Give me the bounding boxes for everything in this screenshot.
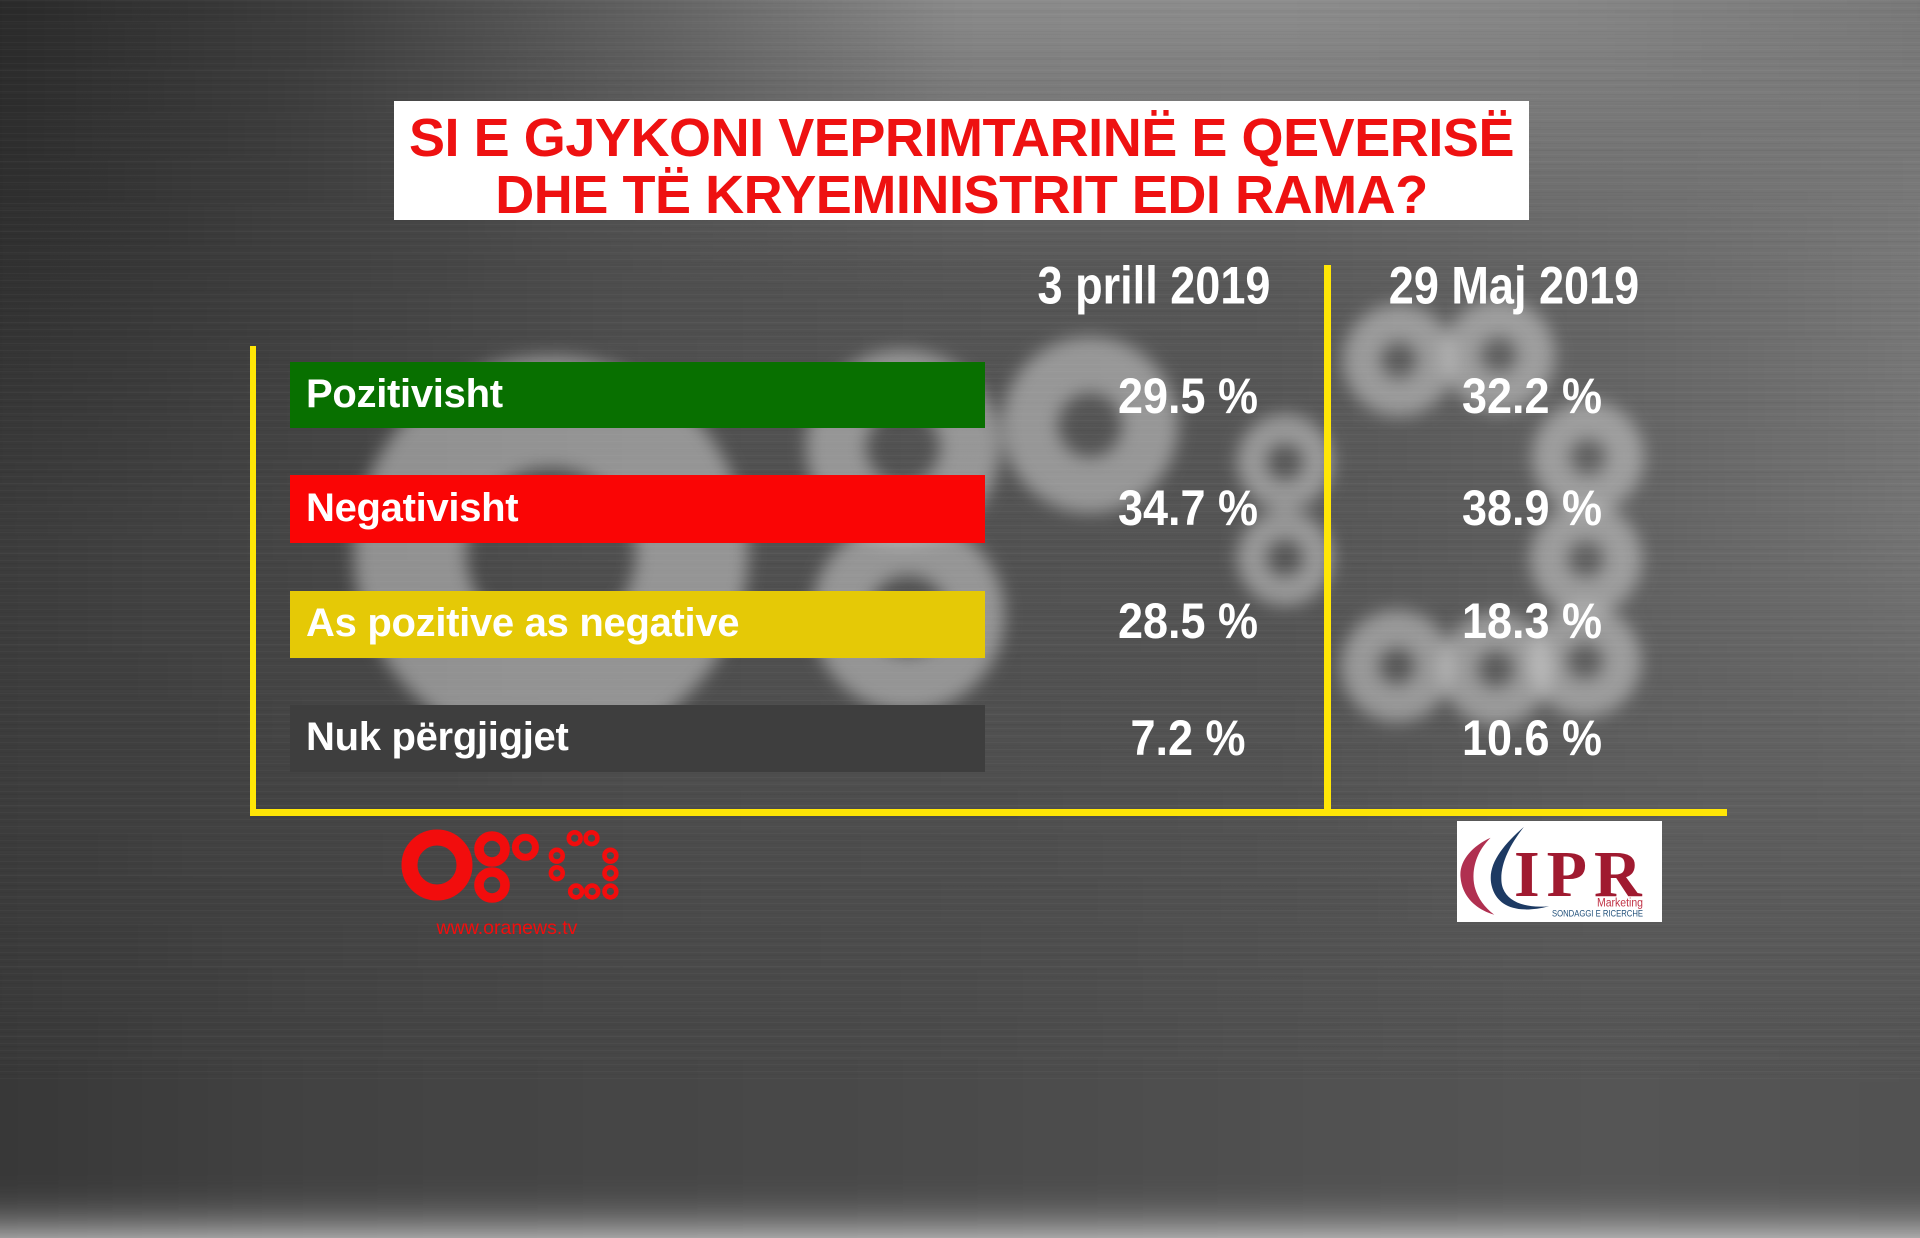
svg-text:Marketing: Marketing [1597, 898, 1643, 910]
svg-text:SONDAGGI E RICERCHE: SONDAGGI E RICERCHE [1552, 909, 1643, 919]
svg-text:IPR: IPR [1514, 838, 1649, 911]
